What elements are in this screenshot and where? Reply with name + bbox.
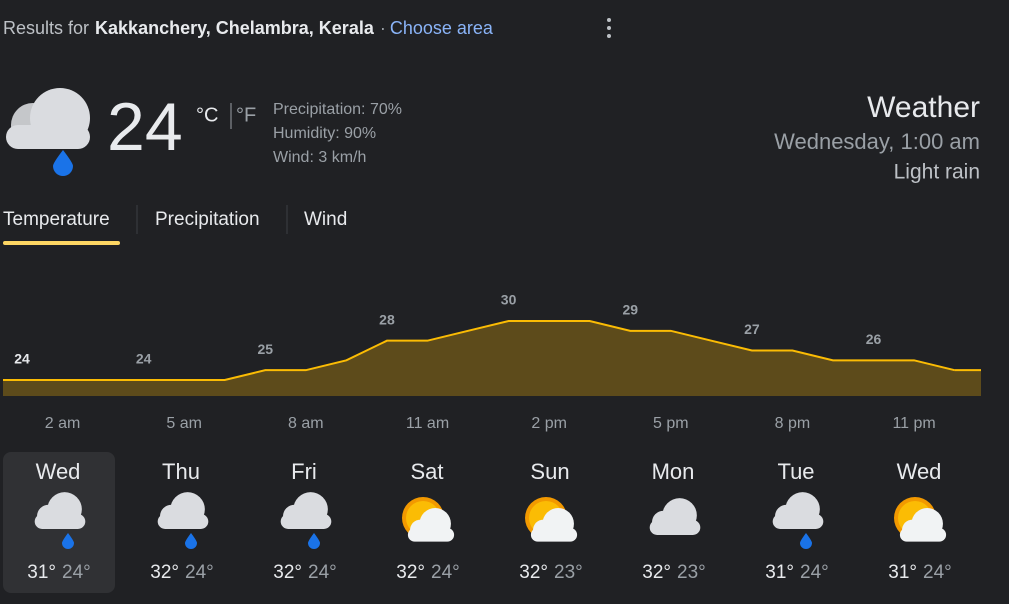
x-tick-label: 2 pm	[531, 415, 567, 432]
x-tick-label: 2 am	[45, 415, 81, 432]
data-label: 30	[501, 292, 517, 308]
tab-underline	[3, 241, 120, 245]
x-tick-label: 5 pm	[653, 415, 689, 432]
day-low: 23°	[554, 562, 583, 583]
tab[interactable]: Temperature	[3, 209, 110, 230]
day-high: 31°	[765, 562, 794, 583]
day-high: 31°	[888, 562, 917, 583]
day-icon	[280, 492, 332, 549]
day-name: Sun	[530, 459, 569, 484]
day-name: Wed	[36, 459, 81, 484]
cloud-part	[772, 514, 824, 529]
humidity: Humidity: 90%	[273, 125, 376, 142]
wind: Wind: 3 km/h	[273, 149, 366, 166]
day-icon	[402, 497, 455, 542]
location: Kakkanchery, Chelambra, Kerala	[95, 18, 375, 38]
day-low: 24°	[800, 562, 829, 583]
day-name: Mon	[652, 459, 695, 484]
data-label: 24	[136, 351, 152, 367]
rain-drop	[308, 533, 320, 549]
tab[interactable]: Precipitation	[155, 209, 260, 230]
day-icon	[649, 498, 701, 535]
cloud-part	[649, 520, 701, 535]
day-icon	[525, 497, 578, 542]
summary-datetime: Wednesday, 1:00 am	[774, 129, 980, 154]
day-high: 32°	[273, 562, 302, 583]
data-label: 29	[622, 302, 638, 318]
day-icon	[34, 492, 86, 549]
tab[interactable]: Wind	[304, 209, 347, 230]
rain-drop	[62, 533, 74, 549]
x-tick-label: 8 am	[288, 415, 324, 432]
day-low: 23°	[677, 562, 706, 583]
day-low: 24°	[431, 562, 460, 583]
cloud-part	[157, 514, 209, 529]
day-name: Sat	[410, 459, 443, 484]
area-fill	[3, 321, 981, 396]
day-high: 32°	[396, 562, 425, 583]
rain-drop	[185, 533, 197, 549]
cloud-part	[407, 528, 455, 542]
data-label: 24	[14, 351, 30, 367]
day-low: 24°	[62, 562, 91, 583]
cloud-part	[899, 528, 947, 542]
x-tick-label: 8 pm	[775, 415, 811, 432]
summary-title: Weather	[867, 91, 980, 124]
data-label: 27	[744, 321, 760, 337]
more-menu[interactable]	[607, 18, 611, 38]
day-high: 32°	[519, 562, 548, 583]
unit-fahrenheit[interactable]: °F	[236, 104, 256, 126]
data-label: 26	[866, 331, 882, 347]
cloud-part	[280, 514, 332, 529]
day-name: Wed	[897, 459, 942, 484]
separator: ·	[380, 18, 386, 38]
temperature-line	[22, 320, 955, 381]
day-icon	[772, 492, 824, 549]
day-low: 24°	[185, 562, 214, 583]
day-icon	[157, 492, 209, 549]
day-high: 31°	[27, 562, 56, 583]
current-icon	[6, 88, 90, 176]
day-name: Tue	[777, 459, 814, 484]
current-temperature: 24	[107, 89, 183, 165]
precipitation: Precipitation: 70%	[273, 101, 402, 118]
day-high: 32°	[150, 562, 179, 583]
day-low: 24°	[308, 562, 337, 583]
choose-area[interactable]: Choose area	[390, 18, 494, 38]
day-name: Fri	[291, 459, 317, 484]
cloud-part	[530, 528, 578, 542]
day-name: Thu	[162, 459, 200, 484]
summary-condition: Light rain	[894, 161, 980, 184]
day-icon	[894, 497, 947, 542]
data-label: 25	[258, 341, 274, 357]
rain-drop	[800, 533, 812, 549]
day-low: 24°	[923, 562, 952, 583]
x-tick-label: 11 am	[406, 415, 449, 432]
x-tick-label: 5 am	[166, 415, 202, 432]
data-label: 28	[379, 311, 395, 327]
x-tick-label: 11 pm	[892, 415, 935, 432]
day-high: 32°	[642, 562, 671, 583]
cloud-part	[34, 514, 86, 529]
results-line: Results for Kakkanchery, Chelambra, Keral…	[3, 18, 494, 38]
results-prefix: Results for	[3, 18, 89, 38]
unit-celsius[interactable]: °C	[196, 104, 218, 126]
